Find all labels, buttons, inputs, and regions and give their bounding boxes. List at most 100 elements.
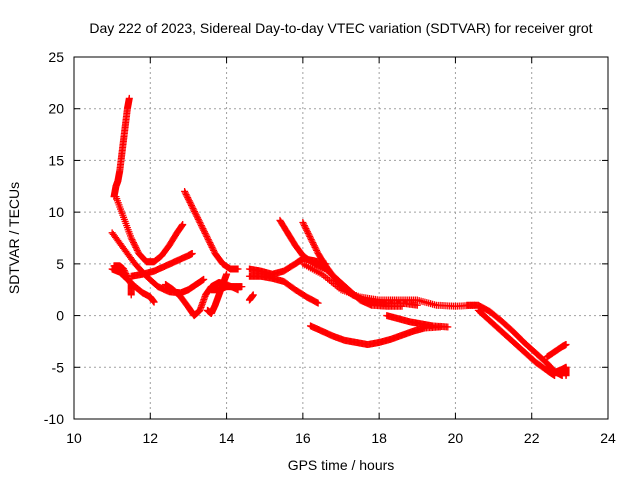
data-point: [133, 245, 141, 253]
x-tick-label: 22: [524, 430, 540, 446]
x-tick-label: 16: [295, 430, 311, 446]
data-point: [313, 246, 321, 254]
data-point: [300, 220, 308, 228]
data-point: [300, 222, 308, 230]
data-point: [190, 206, 198, 214]
data-point: [200, 226, 208, 234]
data-point: [306, 232, 314, 240]
series-arc-18: [383, 312, 452, 331]
data-point: [208, 243, 216, 251]
data-point: [209, 245, 217, 253]
data-point: [184, 194, 192, 202]
data-point: [121, 268, 129, 276]
data-point: [150, 298, 158, 306]
data-point: [128, 236, 136, 244]
data-point: [198, 223, 206, 231]
data-point: [207, 242, 215, 250]
data-point: [199, 225, 207, 233]
y-tick-label: 25: [48, 49, 64, 65]
data-point: [197, 222, 205, 230]
y-tick-label: 0: [56, 308, 64, 324]
data-point: [203, 232, 211, 240]
y-tick-label: 20: [48, 101, 64, 117]
data-point: [310, 240, 318, 248]
data-point: [184, 195, 192, 203]
data-point: [192, 211, 200, 219]
x-tick-labels: 10 12 14 16 18 20 22 24: [66, 430, 616, 446]
data-point: [307, 236, 315, 244]
y-tick-labels: -10 -5 0 5 10 15 20 25: [44, 49, 64, 427]
x-tick-label: 24: [600, 430, 616, 446]
data-point: [304, 229, 312, 237]
data-point: [182, 191, 190, 199]
data-point: [188, 250, 196, 258]
data-point: [301, 223, 309, 231]
data-point: [197, 220, 205, 228]
data-point: [186, 198, 194, 206]
data-point: [125, 276, 133, 284]
data-point: [299, 218, 307, 226]
data-point: [303, 226, 311, 234]
plot-frame: [73, 56, 609, 420]
data-point: [314, 299, 322, 307]
data-point: [205, 237, 213, 245]
data-point: [206, 239, 214, 247]
data-point: [133, 246, 141, 254]
data-point: [562, 341, 570, 349]
data-point: [187, 201, 195, 209]
data-point: [305, 231, 313, 239]
series-arc-20: [474, 306, 559, 380]
data-point: [127, 234, 135, 242]
axis-ticks: [73, 56, 609, 420]
y-tick-label: 5: [56, 256, 64, 272]
data-point: [308, 237, 316, 245]
data-point: [302, 225, 310, 233]
data-point: [195, 217, 203, 225]
data-point: [310, 242, 318, 250]
data-point: [120, 265, 128, 273]
data-point: [249, 291, 257, 299]
x-tick-label: 20: [448, 430, 464, 446]
data-point: [123, 271, 131, 279]
data-point: [189, 205, 197, 213]
series-arc-07: [181, 187, 242, 273]
data-point: [210, 246, 218, 254]
data-point: [303, 228, 311, 236]
data-point: [202, 231, 210, 239]
series-arc-05: [110, 262, 135, 299]
data-point: [207, 240, 215, 248]
data-point: [130, 239, 138, 247]
data-point: [200, 228, 208, 236]
series-arc-06: [127, 250, 196, 280]
data-point: [187, 200, 195, 208]
series-arc-12: [245, 272, 322, 307]
data-point: [196, 218, 204, 226]
data-point: [238, 283, 246, 291]
data-point: [444, 323, 452, 331]
chart-title: Day 222 of 2023, Sidereal Day-to-day VTE…: [89, 20, 592, 36]
x-axis-label: GPS time / hours: [288, 457, 395, 473]
series-arc-03: [108, 229, 208, 297]
data-point: [306, 234, 314, 242]
data-point: [183, 192, 191, 200]
data-point: [309, 239, 317, 247]
x-tick-label: 14: [219, 430, 235, 446]
data-point: [120, 267, 128, 275]
data-point: [311, 243, 319, 251]
y-tick-label: -10: [44, 411, 64, 427]
series-arc-01: [110, 94, 133, 201]
data-points: [108, 94, 570, 380]
data-point: [179, 221, 187, 229]
data-point: [201, 229, 209, 237]
data-point: [312, 245, 320, 253]
x-tick-label: 12: [142, 430, 158, 446]
series-arc-13: [245, 291, 257, 304]
y-axis-label: SDTVAR / TECUs: [6, 182, 22, 294]
data-point: [234, 265, 242, 273]
data-point: [132, 243, 140, 251]
y-tick-label: 10: [48, 204, 64, 220]
x-tick-label: 10: [66, 430, 82, 446]
data-point: [191, 208, 199, 216]
y-tick-label: -5: [52, 359, 65, 375]
data-point: [131, 242, 139, 250]
